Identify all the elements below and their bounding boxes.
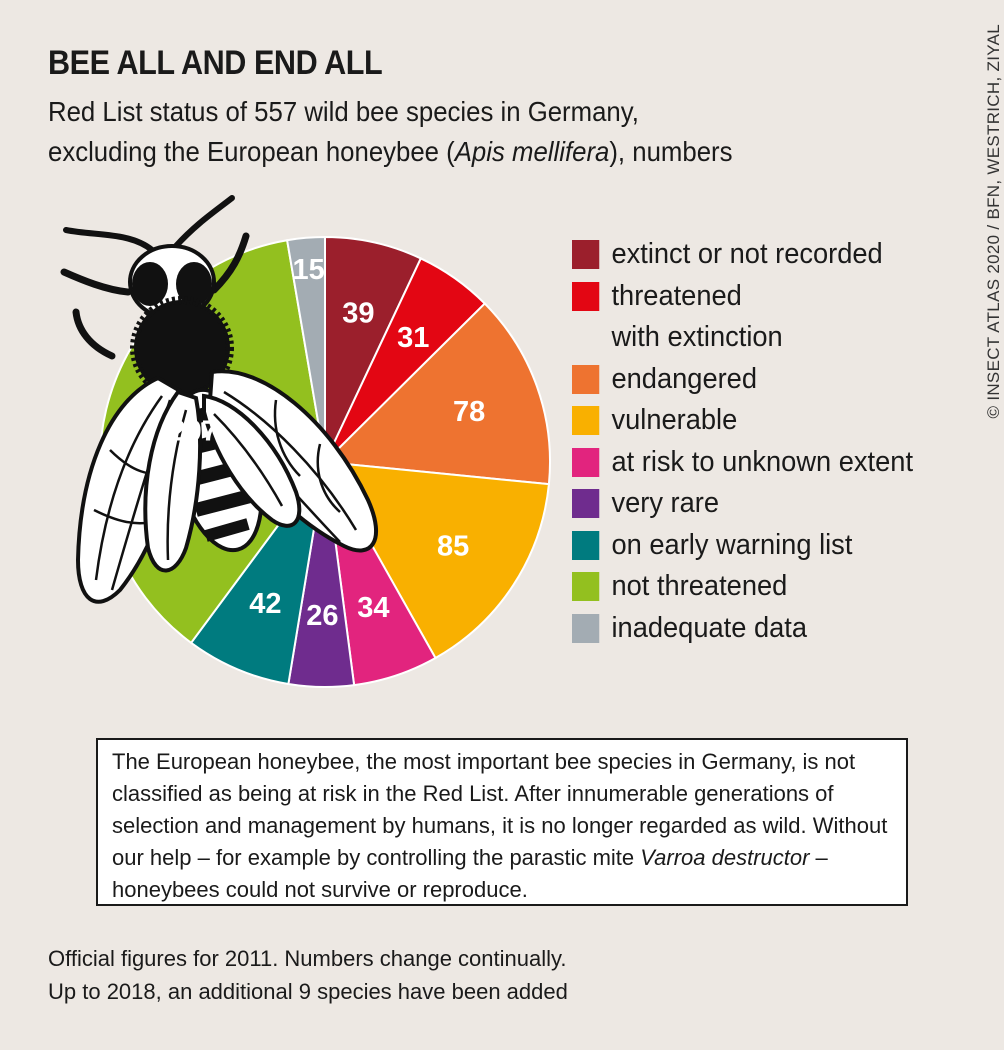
legend-label: threatened with extinction bbox=[611, 279, 783, 354]
legend-item-very-rare: very rare bbox=[572, 483, 913, 525]
pie-slice-inadequate-data bbox=[285, 235, 326, 463]
footnote-line-1: Official figures for 2011. Numbers chang… bbox=[48, 946, 567, 971]
pie-value-label-not-threatened: 207 bbox=[169, 416, 217, 448]
bee-leg-right bbox=[210, 232, 250, 294]
legend-swatch bbox=[572, 613, 600, 643]
pie-value-label-threatened-with-extinction: 31 bbox=[397, 322, 429, 354]
legend-item-vulnerable: vulnerable bbox=[572, 400, 913, 442]
legend-item-on-early-warning-list: on early warning list bbox=[572, 525, 913, 567]
legend-label: endangered bbox=[611, 362, 758, 395]
bee-eye-left bbox=[132, 262, 168, 306]
legend-label: extinct or not recorded bbox=[611, 238, 883, 270]
pie-value-label-extinct-or-not-recorded: 39 bbox=[342, 298, 374, 330]
legend-label: vulnerable bbox=[611, 404, 738, 436]
legend-swatch bbox=[572, 281, 600, 311]
legend-swatch bbox=[572, 406, 600, 435]
honeybee-note-text: The European honeybee, the most importan… bbox=[112, 749, 888, 902]
bee-wing-left-rear bbox=[143, 389, 203, 573]
pie-value-label-vulnerable: 85 bbox=[437, 531, 469, 563]
pie-value-labels: 39 31 78 85 34 26 42 207 15 bbox=[169, 254, 485, 632]
legend-label: inadequate data bbox=[611, 611, 808, 644]
bee-leg-left bbox=[60, 268, 132, 296]
legend-label: not threatened bbox=[611, 570, 788, 602]
chart-subtitle: Red List status of 557 wild bee species … bbox=[48, 92, 732, 172]
footnote-line-2: Up to 2018, an additional 9 species have… bbox=[48, 979, 568, 1004]
footnote: Official figures for 2011. Numbers chang… bbox=[48, 942, 568, 1008]
pie-slice-endangered bbox=[322, 302, 551, 486]
legend-item-not-threatened: not threatened bbox=[572, 566, 913, 608]
legend-item-at-risk-to-unknown-extent: at risk to unknown extent bbox=[572, 442, 913, 484]
honeybee-note-box: The European honeybee, the most importan… bbox=[96, 738, 908, 906]
bee-thorax bbox=[130, 296, 234, 400]
legend-item-inadequate-data: inadequate data bbox=[572, 608, 913, 650]
subtitle-line-1: Red List status of 557 wild bee species … bbox=[48, 96, 639, 127]
legend-swatch bbox=[572, 364, 600, 394]
legend-item-endangered: endangered bbox=[572, 359, 913, 401]
pie-value-label-inadequate-data: 15 bbox=[293, 254, 325, 286]
legend-label: on early warning list bbox=[611, 528, 853, 561]
legend-item-extinct-or-not-recorded: extinct or not recorded bbox=[572, 234, 913, 276]
bee-antenna-left bbox=[63, 227, 155, 253]
bee-eye-right bbox=[176, 262, 212, 306]
pie-chart: 39 31 78 85 34 26 42 207 15 bbox=[60, 195, 551, 688]
subtitle-line-2: excluding the European honeybee (Apis me… bbox=[48, 136, 733, 167]
chart-legend: extinct or not recorded threatened with ex… bbox=[572, 234, 935, 649]
pie-value-label-on-early-warning-list: 42 bbox=[249, 588, 281, 620]
pie-value-label-endangered: 78 bbox=[453, 396, 485, 428]
legend-label: at risk to unknown extent bbox=[611, 445, 914, 478]
bee-leg-mid-left bbox=[72, 308, 116, 360]
chart-title: BEE ALL AND END ALL bbox=[48, 44, 383, 82]
legend-swatch bbox=[572, 489, 600, 518]
legend-label: very rare bbox=[611, 487, 720, 519]
bee-wing-right-rear bbox=[202, 393, 302, 528]
bee-illustration bbox=[60, 195, 379, 604]
bee-antenna-right bbox=[173, 195, 235, 249]
legend-swatch bbox=[572, 572, 600, 601]
legend-swatch bbox=[572, 240, 600, 269]
legend-swatch bbox=[572, 530, 600, 560]
legend-swatch bbox=[572, 447, 600, 477]
pie-value-label-at-risk-to-unknown-extent: 34 bbox=[357, 592, 389, 624]
pie-value-label-very-rare: 26 bbox=[306, 600, 338, 632]
legend-item-threatened-with-extinction: threatened with extinction bbox=[572, 276, 913, 359]
pie-slice-vulnerable bbox=[323, 460, 550, 660]
